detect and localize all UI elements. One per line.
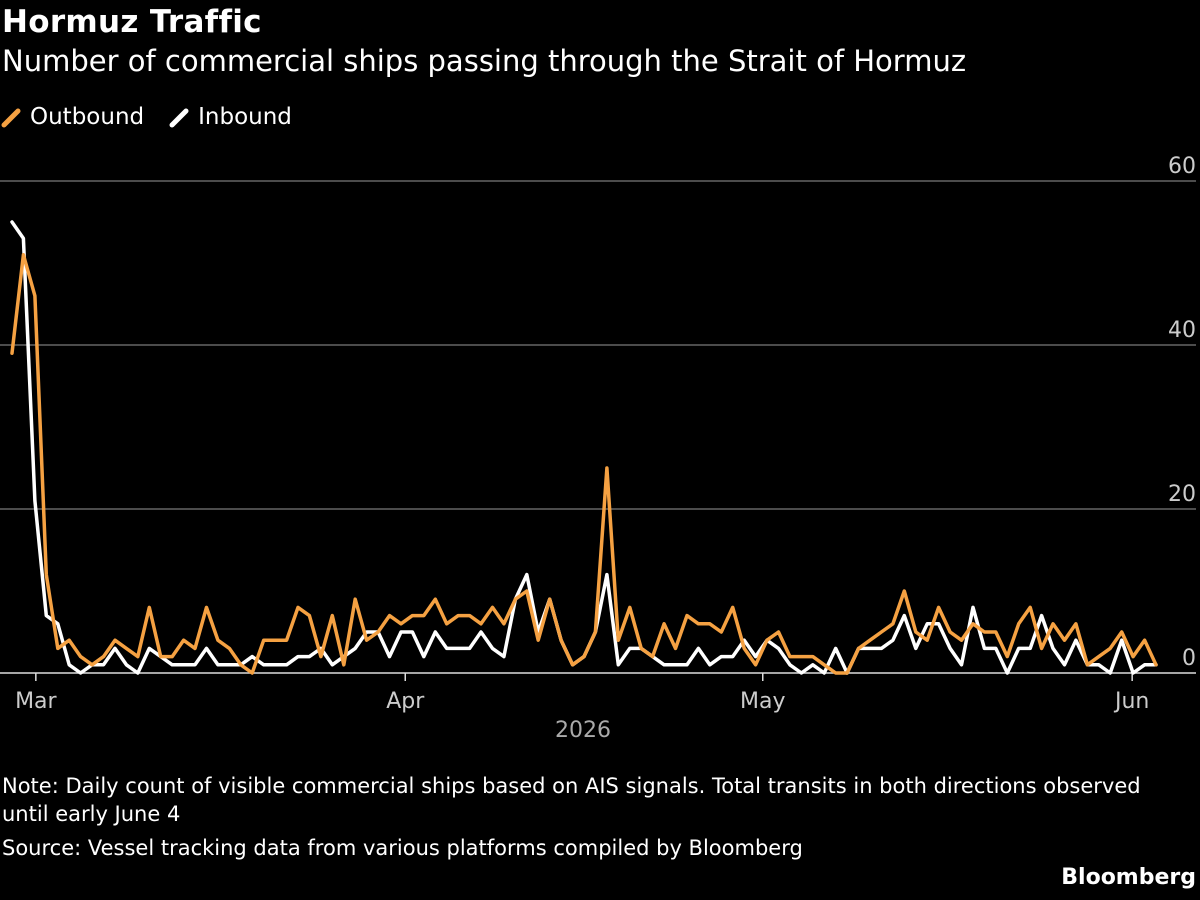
line-chart: 0 20 40 60 Mar Apr May Jun 2026: [0, 154, 1196, 743]
y-tick-label-60: 60: [1168, 154, 1196, 179]
chart-legend: Outbound Inbound: [0, 100, 316, 134]
legend-swatch-outbound: [1, 108, 21, 128]
legend-label-outbound: Outbound: [30, 104, 145, 130]
y-tick-label-20: 20: [1168, 482, 1196, 507]
y-tick-label-40: 40: [1168, 318, 1196, 343]
legend-item-outbound: Outbound: [0, 104, 144, 130]
legend-swatch-inbound: [169, 108, 189, 128]
legend-label-inbound: Inbound: [198, 104, 292, 130]
chart-source: Source: Vessel tracking data from variou…: [2, 836, 803, 860]
x-axis-label: 2026: [555, 718, 611, 743]
legend-item-inbound: Inbound: [168, 104, 292, 130]
series-line-inbound: [10, 220, 1158, 675]
chart-title: Hormuz Traffic: [2, 4, 262, 40]
x-tick-label-may: May: [740, 689, 785, 714]
x-tick-label-mar: Mar: [15, 689, 57, 714]
chart-subtitle: Number of commercial ships passing throu…: [2, 44, 967, 78]
chart-note: Note: Daily count of visible commercial …: [2, 774, 1141, 826]
bloomberg-logo: Bloomberg: [1061, 865, 1196, 890]
x-tick-label-jun: Jun: [1113, 689, 1149, 714]
y-tick-label-0: 0: [1182, 646, 1196, 671]
x-tick-label-apr: Apr: [386, 689, 425, 714]
series-line-outbound: [10, 253, 1158, 675]
